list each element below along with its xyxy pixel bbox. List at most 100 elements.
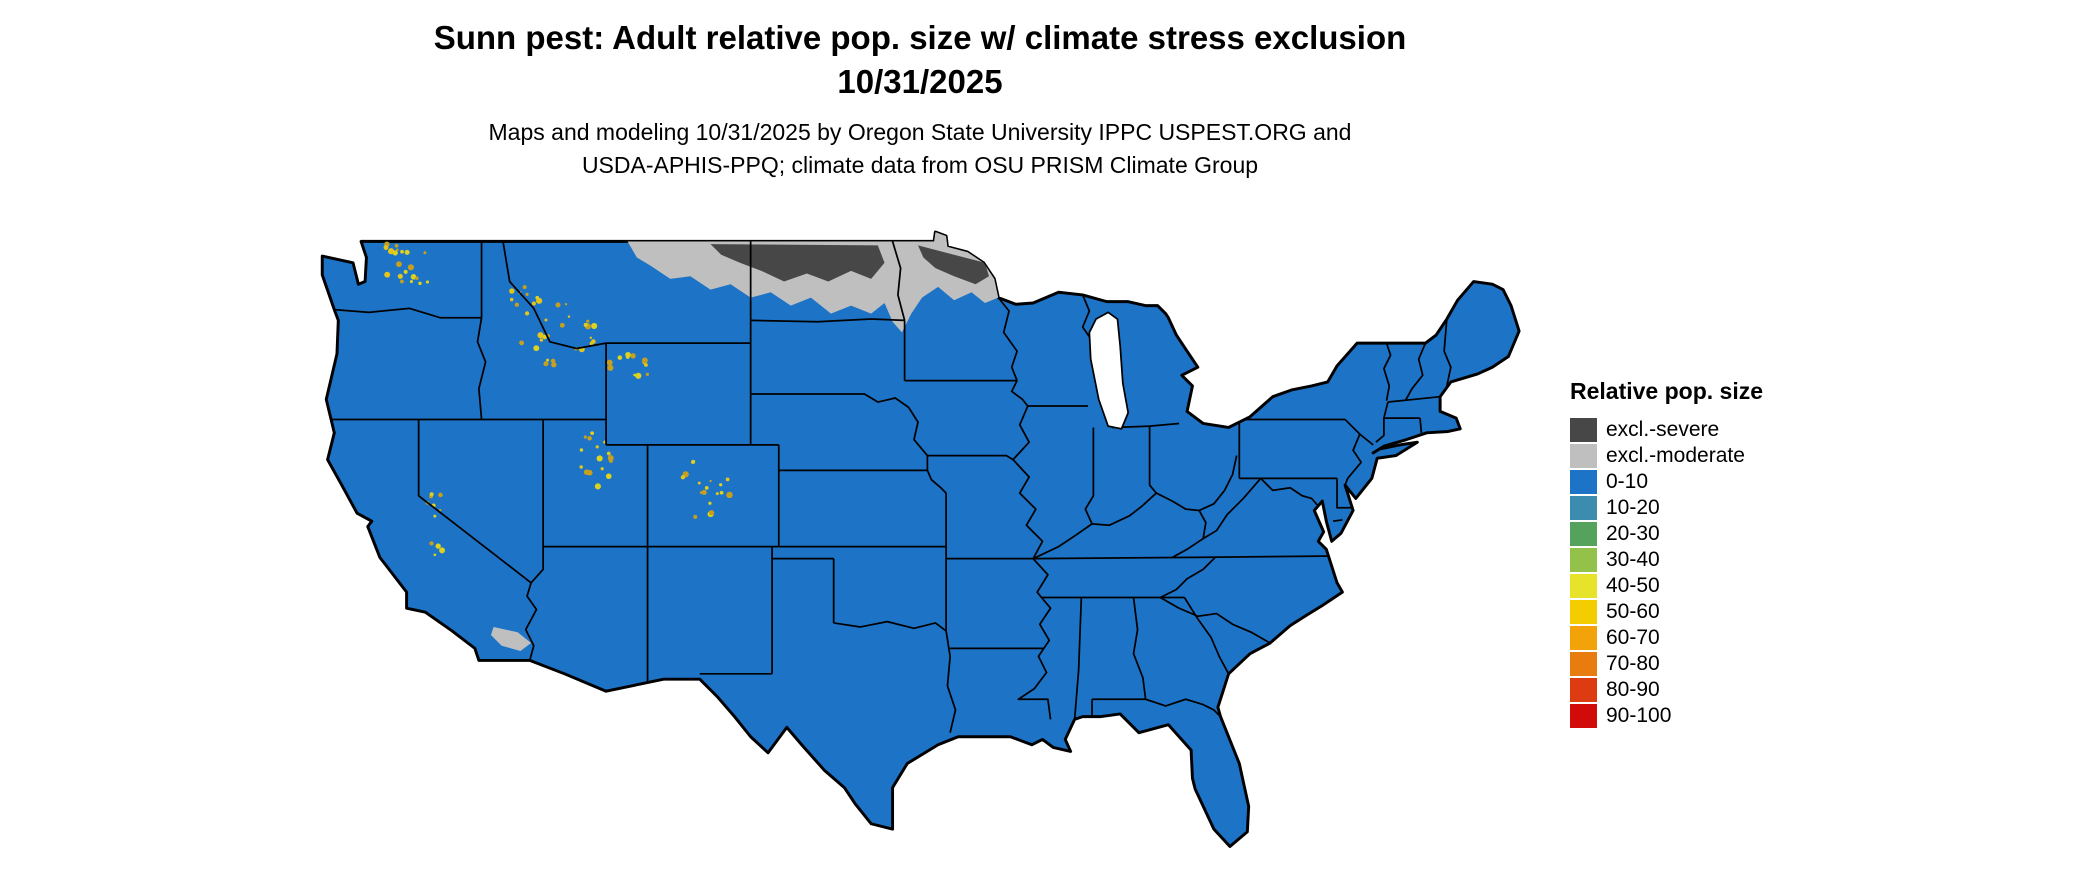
speckle xyxy=(404,249,410,255)
figure-header: Sunn pest: Adult relative pop. size w/ c… xyxy=(0,16,1840,182)
speckle xyxy=(600,467,604,471)
figure-date: 10/31/2025 xyxy=(837,63,1003,100)
speckle xyxy=(725,477,730,482)
legend-item: 0-10 xyxy=(1570,470,1763,494)
legend-item: 40-50 xyxy=(1570,574,1763,598)
legend-swatch xyxy=(1570,444,1597,468)
legend-label: 90-100 xyxy=(1606,704,1672,727)
legend-swatch xyxy=(1570,678,1597,702)
speckle xyxy=(709,479,712,483)
speckle xyxy=(429,492,434,497)
speckle xyxy=(633,373,636,377)
legend-item: excl.-severe xyxy=(1570,418,1763,442)
speckle xyxy=(635,372,642,379)
legend-item: 60-70 xyxy=(1570,626,1763,650)
speckle xyxy=(606,359,613,366)
speckle xyxy=(524,311,530,316)
speckle xyxy=(591,322,598,330)
legend-rows: excl.-severe excl.-moderate 0-10 10-20 20-30… xyxy=(1570,418,1763,728)
lake-michigan xyxy=(1088,311,1130,430)
speckle xyxy=(680,475,686,480)
speckle xyxy=(525,292,529,297)
speckle xyxy=(595,445,599,449)
speckle xyxy=(726,491,733,499)
speckle xyxy=(583,322,588,327)
legend-swatch xyxy=(1570,704,1597,728)
speckle xyxy=(708,510,715,516)
speckle xyxy=(384,271,391,278)
speckle xyxy=(438,492,443,498)
legend-label: 60-70 xyxy=(1606,626,1660,649)
speckle xyxy=(410,274,417,280)
speckle xyxy=(691,459,696,464)
speckle xyxy=(715,492,719,496)
speckle xyxy=(719,483,723,487)
speckle xyxy=(630,353,636,359)
legend-swatch xyxy=(1570,418,1597,442)
speckle xyxy=(567,315,571,318)
speckle xyxy=(641,357,648,364)
legend-swatch xyxy=(1570,496,1597,520)
speckle xyxy=(433,553,437,557)
legend-label: 10-20 xyxy=(1606,496,1660,519)
speckle xyxy=(617,355,623,360)
speckle xyxy=(522,285,527,290)
legend-label: 50-60 xyxy=(1606,600,1660,623)
figure-subtitle: Maps and modeling 10/31/2025 by Oregon S… xyxy=(0,116,1840,182)
legend-label: excl.-moderate xyxy=(1606,444,1745,467)
speckle xyxy=(644,363,648,367)
speckle xyxy=(387,248,395,255)
speckle xyxy=(586,319,590,323)
legend-label: 80-90 xyxy=(1606,678,1660,701)
speckle xyxy=(583,435,587,439)
figure-subtitle-line2: USDA-APHIS-PPQ; climate data from OSU PR… xyxy=(581,152,1259,178)
speckle xyxy=(587,436,592,441)
speckle xyxy=(544,318,548,322)
legend-item: 30-40 xyxy=(1570,548,1763,572)
legend-item: 20-30 xyxy=(1570,522,1763,546)
speckle xyxy=(564,302,568,306)
speckle xyxy=(719,490,724,495)
legend-label: 20-30 xyxy=(1606,522,1660,545)
speckle-layer xyxy=(383,241,733,557)
speckle xyxy=(579,448,584,452)
legend-label: excl.-severe xyxy=(1606,418,1720,441)
legend-swatch xyxy=(1570,626,1597,650)
speckle xyxy=(396,261,402,268)
speckle xyxy=(555,302,561,308)
figure-title: Sunn pest: Adult relative pop. size w/ c… xyxy=(433,19,1407,56)
speckle xyxy=(539,338,544,342)
speckle xyxy=(415,276,419,280)
speckle xyxy=(394,243,399,248)
speckle xyxy=(586,469,593,476)
map-land xyxy=(320,230,1521,848)
legend-swatch xyxy=(1570,470,1597,494)
legend-label: 0-10 xyxy=(1606,470,1649,493)
legend-swatch xyxy=(1570,574,1597,598)
speckle xyxy=(590,431,595,435)
speckle xyxy=(531,301,536,306)
speckle xyxy=(396,248,399,252)
speckle xyxy=(397,273,403,279)
speckle xyxy=(591,339,596,344)
speckle xyxy=(383,245,389,250)
speckle xyxy=(438,508,442,512)
legend-item: 90-100 xyxy=(1570,704,1763,728)
speckle xyxy=(509,288,515,294)
speckle xyxy=(423,251,427,255)
speckle xyxy=(608,458,614,463)
speckle xyxy=(509,297,514,302)
speckle xyxy=(409,279,414,284)
speckle xyxy=(400,249,404,254)
speckle xyxy=(514,302,520,307)
state-borders xyxy=(330,241,1452,733)
speckle xyxy=(546,358,550,362)
speckle xyxy=(536,297,543,304)
speckle xyxy=(697,481,701,485)
speckle xyxy=(693,514,698,519)
speckle xyxy=(607,364,614,371)
exclusion-severe-region xyxy=(710,244,989,285)
speckle xyxy=(589,336,593,339)
speckle xyxy=(418,281,422,286)
